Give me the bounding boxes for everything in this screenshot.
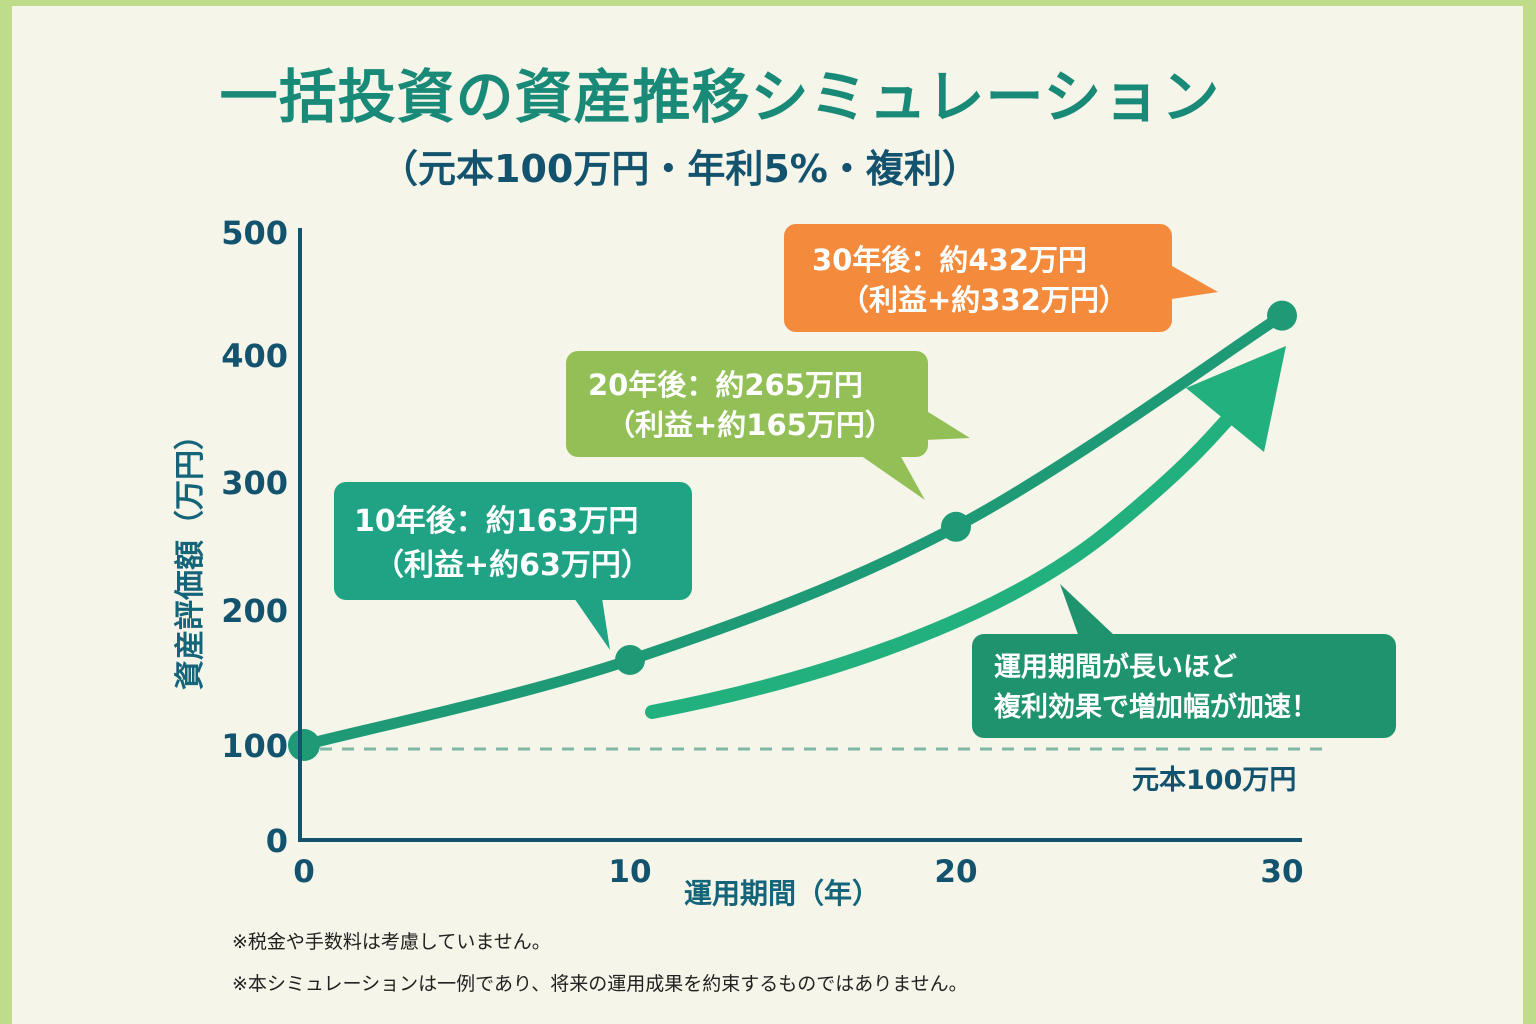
chart-title: 一括投資の資産推移シミュレーション <box>219 63 1221 131</box>
callout-20-tail-lower <box>860 455 925 500</box>
y-tick-label: 300 <box>221 464 288 502</box>
poster-background <box>12 6 1523 1024</box>
callout-30-value: 30年後：約432万円 <box>812 243 1087 277</box>
callout-10-value: 10年後：約163万円 <box>354 504 639 539</box>
data-points <box>288 300 1297 761</box>
x-axis-label: 運用期間（年） <box>684 877 881 910</box>
callout-20-value: 20年後：約265万円 <box>588 368 863 402</box>
x-axis-ticks: 0 10 20 30 <box>293 854 1303 890</box>
growth-arrow-head <box>1186 346 1286 452</box>
x-tick-label: 0 <box>293 854 315 890</box>
note-callout-tail <box>1060 584 1115 640</box>
x-tick-label: 30 <box>1260 854 1303 890</box>
note-line-2: 複利効果で増加幅が加速！ <box>994 692 1318 723</box>
series-line-asset-value <box>298 310 1288 751</box>
y-tick-label: 0 <box>266 822 288 860</box>
y-tick-label: 200 <box>221 592 288 630</box>
data-point-year-0 <box>288 729 320 761</box>
x-tick-label: 10 <box>608 854 651 890</box>
y-tick-label: 100 <box>221 727 288 765</box>
y-axis-label: 資産評価額（万円） <box>173 420 208 690</box>
footnote-disclaimer: ※本シミュレーションは一例であり、将来の運用成果を約束するものではありません。 <box>232 973 968 995</box>
callout-20-years: 20年後：約265万円 （利益+約165万円） <box>566 351 928 457</box>
callout-20-profit: （利益+約165万円） <box>606 408 894 442</box>
chart-subtitle: （元本100万円・年利5%・複利） <box>380 147 980 191</box>
callout-10-tail <box>574 598 610 650</box>
growth-arrow-body <box>645 403 1247 719</box>
y-axis-ticks: 0 100 200 300 400 500 <box>221 214 288 860</box>
callout-20-tail <box>925 410 970 440</box>
footnotes: ※税金や手数料は考慮していません。 ※本シミュレーションは一例であり、将来の運用… <box>232 928 968 1012</box>
callout-10-years: 10年後：約163万円 （利益+約63万円） <box>334 482 692 600</box>
y-tick-label: 500 <box>221 214 288 252</box>
data-point-year-30 <box>1267 300 1297 331</box>
data-point-year-20 <box>941 511 971 542</box>
compound-effect-note: 運用期間が長いほど 複利効果で増加幅が加速！ <box>972 634 1396 738</box>
callout-30-tail <box>1165 262 1218 300</box>
callout-10-profit: （利益+約63万円） <box>374 548 651 583</box>
callout-30-profit: （利益+約332万円） <box>840 283 1128 317</box>
x-tick-label: 20 <box>934 854 977 890</box>
callout-30-years: 30年後：約432万円 （利益+約332万円） <box>784 224 1172 332</box>
principal-line-label: 元本100万円 <box>1132 765 1297 796</box>
y-tick-label: 400 <box>221 337 288 375</box>
footnote-tax: ※税金や手数料は考慮していません。 <box>232 931 551 953</box>
data-point-year-10 <box>615 644 645 675</box>
note-line-1: 運用期間が長いほど <box>994 652 1237 683</box>
